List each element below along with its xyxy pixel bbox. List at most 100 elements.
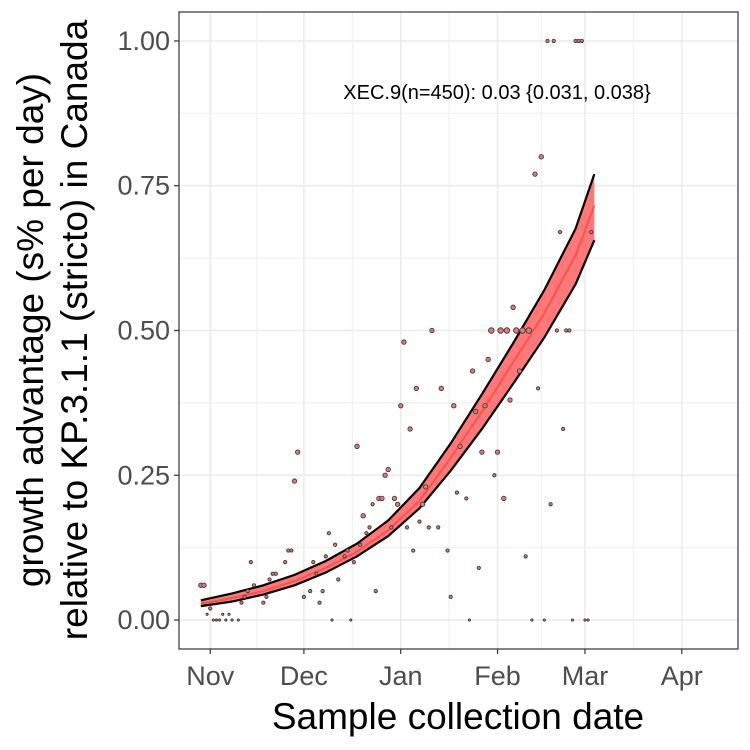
data-points xyxy=(198,38,594,622)
ribbon-upper-edge xyxy=(200,173,596,602)
data-point xyxy=(451,403,457,409)
data-point xyxy=(426,525,431,530)
data-point xyxy=(391,495,398,502)
data-point xyxy=(548,502,553,507)
data-point xyxy=(345,548,350,553)
data-point xyxy=(218,618,222,622)
x-tick-label: Nov xyxy=(186,661,235,691)
data-point xyxy=(379,495,385,502)
data-point xyxy=(333,542,338,547)
data-point xyxy=(561,426,566,432)
data-point xyxy=(245,588,250,594)
data-point xyxy=(205,612,209,616)
fit-line xyxy=(200,205,596,605)
data-point xyxy=(485,356,491,363)
data-point xyxy=(411,548,416,553)
data-point xyxy=(326,531,331,536)
data-point xyxy=(519,327,526,334)
y-axis-title-2: relative to KP.3.1.1 (stricto) in Canada xyxy=(54,19,95,640)
data-point xyxy=(230,618,234,622)
data-point xyxy=(545,38,550,44)
data-point xyxy=(336,577,341,582)
data-point xyxy=(211,618,215,622)
x-tick-label: Apr xyxy=(661,661,703,691)
data-point xyxy=(530,618,534,622)
data-point xyxy=(557,229,563,235)
data-point xyxy=(445,548,450,553)
data-point xyxy=(510,304,516,310)
data-point xyxy=(349,618,353,622)
data-point xyxy=(554,328,559,333)
data-point xyxy=(503,327,511,334)
confidence-ribbon-layer xyxy=(200,173,596,608)
data-point xyxy=(330,618,334,622)
data-point xyxy=(201,582,207,588)
data-point xyxy=(404,525,410,530)
data-point xyxy=(423,484,429,490)
data-point xyxy=(579,38,584,44)
data-point xyxy=(538,154,544,160)
data-point xyxy=(488,327,495,334)
data-point xyxy=(436,525,441,530)
data-point xyxy=(236,618,240,622)
data-point xyxy=(354,443,360,449)
data-point xyxy=(523,554,528,559)
data-point xyxy=(551,38,556,44)
y-tick-label: 0.00 xyxy=(117,605,170,635)
data-point xyxy=(308,588,313,594)
data-point xyxy=(479,449,485,455)
y-axis-title-line-1: growth advantage (s% per day) xyxy=(10,73,51,587)
data-point xyxy=(467,618,471,622)
y-tick-label: 1.00 xyxy=(117,26,170,56)
data-point xyxy=(492,473,497,478)
data-point xyxy=(497,327,504,334)
data-point xyxy=(476,565,481,571)
data-point xyxy=(570,618,575,622)
data-point xyxy=(221,612,225,616)
y-axis-title: growth advantage (s% per day) xyxy=(10,73,51,587)
y-tick-label: 0.75 xyxy=(117,171,170,201)
data-point xyxy=(438,385,444,392)
data-point xyxy=(382,472,388,478)
data-point xyxy=(532,171,538,177)
data-point xyxy=(301,594,307,599)
data-point xyxy=(501,495,507,502)
x-tick-label: Jan xyxy=(379,661,423,691)
data-point xyxy=(283,560,288,565)
x-axis: Nov Dec Jan Feb Mar Apr xyxy=(186,649,703,691)
data-point xyxy=(239,600,244,605)
data-point xyxy=(469,368,476,374)
x-tick-label: Feb xyxy=(474,661,521,691)
data-point xyxy=(323,554,328,559)
data-point xyxy=(317,600,322,605)
data-point xyxy=(385,466,391,473)
data-point xyxy=(513,327,520,334)
data-point xyxy=(454,490,460,495)
data-point xyxy=(407,426,413,432)
data-point xyxy=(224,618,228,622)
data-point xyxy=(413,385,419,392)
data-point xyxy=(494,449,501,455)
data-point xyxy=(417,519,422,524)
data-point xyxy=(291,478,298,484)
data-point xyxy=(351,560,356,565)
data-point xyxy=(389,525,394,530)
data-point xyxy=(264,594,269,599)
data-point xyxy=(457,443,463,449)
data-point xyxy=(360,513,366,519)
data-point xyxy=(208,606,213,611)
data-point xyxy=(370,502,375,507)
x-axis-title: Sample collection date xyxy=(272,696,644,737)
y-tick-label: 0.50 xyxy=(117,316,170,346)
data-point xyxy=(289,548,294,553)
data-point xyxy=(567,328,572,333)
x-tick-label: Mar xyxy=(562,661,609,691)
data-point xyxy=(320,588,325,594)
data-point xyxy=(367,525,372,530)
data-point xyxy=(464,496,469,501)
data-point xyxy=(311,560,316,565)
data-point xyxy=(273,571,278,576)
confidence-ribbon xyxy=(200,174,595,607)
data-point xyxy=(394,501,401,507)
y-tick-label: 0.25 xyxy=(117,460,170,490)
